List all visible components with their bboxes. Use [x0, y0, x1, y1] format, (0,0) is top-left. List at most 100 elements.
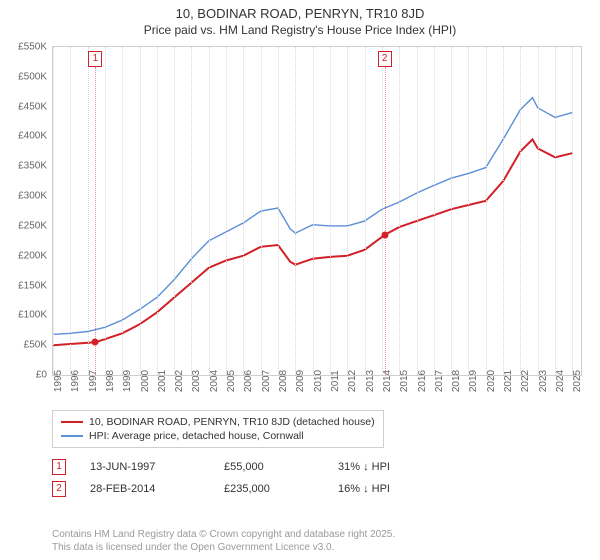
x-axis-tick-label: 2000 — [140, 370, 151, 392]
x-gridline — [157, 47, 158, 375]
x-gridline — [278, 47, 279, 375]
x-gridline — [399, 47, 400, 375]
x-gridline — [70, 47, 71, 375]
sale-flag-guide — [385, 67, 386, 375]
y-axis-tick-label: £550K — [18, 42, 47, 53]
x-gridline — [174, 47, 175, 375]
attribution-line: This data is licensed under the Open Gov… — [52, 542, 395, 555]
transactions-table: 1 13-JUN-1997 £55,000 31% ↓ HPI 2 28-FEB-2014… — [52, 456, 438, 500]
y-axis-tick-label: £150K — [18, 280, 47, 291]
transaction-price: £235,000 — [224, 483, 314, 495]
x-gridline — [382, 47, 383, 375]
transaction-flag: 2 — [52, 481, 66, 497]
attribution: Contains HM Land Registry data © Crown c… — [52, 529, 395, 554]
x-gridline — [140, 47, 141, 375]
x-gridline — [330, 47, 331, 375]
x-gridline — [434, 47, 435, 375]
x-axis-tick-label: 2009 — [295, 370, 306, 392]
x-gridline — [520, 47, 521, 375]
x-axis-tick-label: 2016 — [417, 370, 428, 392]
legend-label: HPI: Average price, detached house, Corn… — [89, 430, 304, 442]
x-axis-tick-label: 2005 — [226, 370, 237, 392]
plot-area: £0£50K£100K£150K£200K£250K£300K£350K£400… — [52, 46, 582, 376]
y-axis-tick-label: £500K — [18, 71, 47, 82]
x-axis-tick-label: 2014 — [382, 370, 393, 392]
y-axis-tick-label: £250K — [18, 220, 47, 231]
transaction-date: 28-FEB-2014 — [90, 483, 200, 495]
y-axis-tick-label: £300K — [18, 191, 47, 202]
x-axis-tick-label: 1996 — [70, 370, 81, 392]
transaction-row: 2 28-FEB-2014 £235,000 16% ↓ HPI — [52, 478, 438, 500]
legend-item: 10, BODINAR ROAD, PENRYN, TR10 8JD (deta… — [61, 415, 375, 429]
x-axis-tick-label: 2003 — [191, 370, 202, 392]
legend-label: 10, BODINAR ROAD, PENRYN, TR10 8JD (deta… — [89, 416, 375, 428]
x-gridline — [555, 47, 556, 375]
x-gridline — [105, 47, 106, 375]
x-axis-tick-label: 1999 — [122, 370, 133, 392]
x-axis-tick-label: 1997 — [88, 370, 99, 392]
legend-item: HPI: Average price, detached house, Corn… — [61, 429, 375, 443]
x-axis-tick-label: 1998 — [105, 370, 116, 392]
chart: £0£50K£100K£150K£200K£250K£300K£350K£400… — [52, 46, 582, 376]
transaction-price: £55,000 — [224, 461, 314, 473]
transaction-flag: 1 — [52, 459, 66, 475]
x-gridline — [122, 47, 123, 375]
sale-flag-guide — [95, 67, 96, 375]
x-axis-tick-label: 2007 — [261, 370, 272, 392]
x-gridline — [209, 47, 210, 375]
legend-swatch — [61, 435, 83, 436]
x-axis-tick-label: 2021 — [503, 370, 514, 392]
x-gridline — [503, 47, 504, 375]
transaction-row: 1 13-JUN-1997 £55,000 31% ↓ HPI — [52, 456, 438, 478]
x-gridline — [572, 47, 573, 375]
y-axis-tick-label: £450K — [18, 101, 47, 112]
x-axis-tick-label: 2012 — [347, 370, 358, 392]
x-gridline — [53, 47, 54, 375]
x-axis-tick-label: 2018 — [451, 370, 462, 392]
legend: 10, BODINAR ROAD, PENRYN, TR10 8JD (deta… — [52, 410, 384, 448]
x-axis-tick-label: 2025 — [572, 370, 583, 392]
x-axis-tick-label: 2011 — [330, 370, 341, 392]
x-gridline — [451, 47, 452, 375]
x-axis-tick-label: 2013 — [365, 370, 376, 392]
transaction-diff: 31% ↓ HPI — [338, 461, 438, 473]
x-axis-tick-label: 2004 — [209, 370, 220, 392]
x-axis-tick-label: 2020 — [486, 370, 497, 392]
x-gridline — [243, 47, 244, 375]
x-gridline — [88, 47, 89, 375]
x-gridline — [191, 47, 192, 375]
x-axis-tick-label: 1995 — [53, 370, 64, 392]
x-axis-tick-label: 2022 — [520, 370, 531, 392]
page-title: 10, BODINAR ROAD, PENRYN, TR10 8JD — [0, 0, 600, 21]
x-axis-tick-label: 2008 — [278, 370, 289, 392]
x-gridline — [347, 47, 348, 375]
y-axis-tick-label: £350K — [18, 161, 47, 172]
x-axis-tick-label: 2017 — [434, 370, 445, 392]
x-axis-tick-label: 2024 — [555, 370, 566, 392]
x-gridline — [295, 47, 296, 375]
sale-flag: 1 — [88, 51, 102, 67]
x-axis-tick-label: 2010 — [313, 370, 324, 392]
x-axis-tick-label: 2019 — [468, 370, 479, 392]
y-axis-tick-label: £50K — [24, 340, 47, 351]
page-subtitle: Price paid vs. HM Land Registry's House … — [0, 21, 600, 37]
y-axis-tick-label: £100K — [18, 310, 47, 321]
x-gridline — [226, 47, 227, 375]
x-gridline — [365, 47, 366, 375]
y-axis-tick-label: £0 — [36, 370, 47, 381]
legend-swatch — [61, 421, 83, 423]
y-axis-tick-label: £400K — [18, 131, 47, 142]
x-axis-tick-label: 2001 — [157, 370, 168, 392]
x-axis-tick-label: 2006 — [243, 370, 254, 392]
x-axis-tick-label: 2015 — [399, 370, 410, 392]
x-axis-tick-label: 2002 — [174, 370, 185, 392]
sale-flag: 2 — [378, 51, 392, 67]
x-axis-tick-label: 2023 — [538, 370, 549, 392]
x-gridline — [486, 47, 487, 375]
x-gridline — [261, 47, 262, 375]
attribution-line: Contains HM Land Registry data © Crown c… — [52, 529, 395, 542]
x-gridline — [313, 47, 314, 375]
y-axis-tick-label: £200K — [18, 250, 47, 261]
transaction-date: 13-JUN-1997 — [90, 461, 200, 473]
transaction-diff: 16% ↓ HPI — [338, 483, 438, 495]
